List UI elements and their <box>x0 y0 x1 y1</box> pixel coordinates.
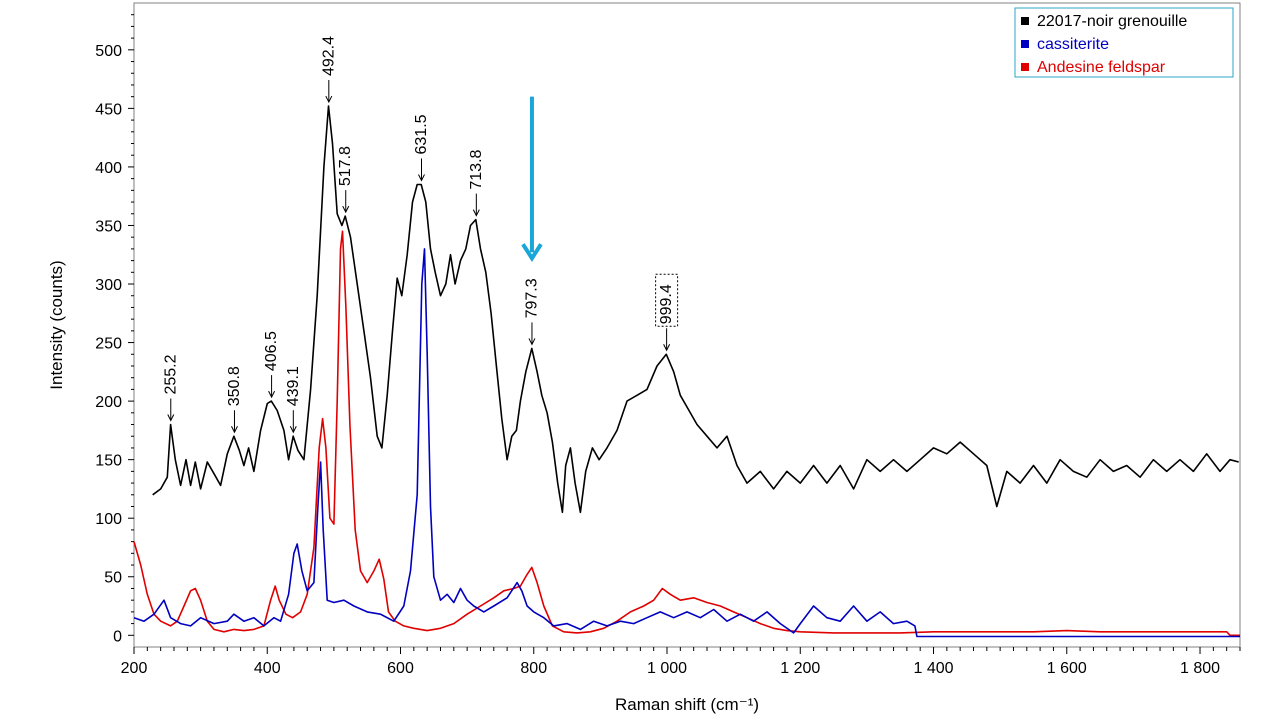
y-tick-label: 150 <box>95 453 122 470</box>
peak-arrow-head <box>663 344 671 352</box>
x-tick-label: 1 800 <box>1180 660 1220 677</box>
peak-label-box <box>655 273 679 327</box>
y-tick-label: 400 <box>95 160 122 177</box>
y-tick-label: 100 <box>95 511 122 528</box>
x-tick-label: 1 400 <box>913 660 953 677</box>
x-tick-label: 1 000 <box>647 660 687 677</box>
series-line-andesine-feldspar <box>133 230 1240 637</box>
peak-label: 350.8 <box>226 366 243 406</box>
legend-box <box>1014 7 1234 78</box>
y-tick-label: 0 <box>113 628 122 645</box>
series-line-cassiterite <box>133 248 1240 638</box>
peak-arrow-head <box>528 338 536 346</box>
peak-arrow-head <box>289 426 297 434</box>
peak-label: 631.5 <box>413 114 430 154</box>
x-axis-title: Raman shift (cm⁻¹) <box>615 695 759 714</box>
plot-frame <box>133 2 1241 648</box>
peak-label: 439.1 <box>285 366 302 406</box>
legend-entry: Andesine feldspar <box>1037 59 1166 76</box>
y-tick-label: 250 <box>95 336 122 353</box>
x-tick-label: 400 <box>254 660 281 677</box>
y-axis-title: Intensity (counts) <box>47 260 66 389</box>
legend-swatch <box>1021 40 1029 48</box>
peak-label: 999.4 <box>658 284 675 324</box>
legend-entry: 22017-noir grenouille <box>1037 13 1187 30</box>
peak-arrow-head <box>268 390 276 399</box>
x-tick-label: 1 600 <box>1047 660 1087 677</box>
peak-arrow-head <box>342 205 350 214</box>
plot-border <box>133 2 1241 648</box>
highlight-arrow-head <box>521 243 543 262</box>
legend: 22017-noir grenouille cassiterite Andesine… <box>1014 7 1234 78</box>
peak-arrow-head <box>231 426 238 434</box>
peak-arrow-head <box>325 95 333 104</box>
y-tick-label: 500 <box>95 43 122 60</box>
x-tick-label: 200 <box>121 660 148 677</box>
peak-label: 713.8 <box>468 149 485 189</box>
peak-annotations: 255.2 350.8 406.5 439.1 492.4 517.8 631.5 713.8… <box>162 36 679 434</box>
peak-label: 797.3 <box>523 278 540 318</box>
x-axis: 200 400 600 800 1 000 1 200 1 400 1 600 1 800 <box>121 647 1241 677</box>
peak-label: 406.5 <box>263 331 280 371</box>
legend-swatch <box>1021 63 1029 71</box>
peak-label: 517.8 <box>337 146 354 186</box>
y-tick-label: 450 <box>95 101 122 118</box>
series-line-22017-noir-grenouille <box>152 105 1239 514</box>
y-tick-label: 50 <box>104 570 122 587</box>
x-tick-label: 800 <box>520 660 547 677</box>
x-tick-label: 1 200 <box>780 660 820 677</box>
y-tick-label: 300 <box>95 277 122 294</box>
series-layer <box>133 105 1240 638</box>
x-tick-label: 600 <box>387 660 414 677</box>
peak-arrow-head <box>472 209 480 217</box>
peak-label: 492.4 <box>320 36 337 76</box>
y-tick-label: 200 <box>95 394 122 411</box>
peak-arrow-head <box>418 174 425 182</box>
y-tick-label: 350 <box>95 218 122 235</box>
y-axis: 0 50 100 150 200 250 300 350 400 450 500 <box>95 14 134 645</box>
peak-arrow-head <box>167 414 175 422</box>
peak-label: 255.2 <box>162 354 179 394</box>
legend-swatch <box>1021 17 1029 25</box>
legend-entry: cassiterite <box>1037 36 1109 53</box>
